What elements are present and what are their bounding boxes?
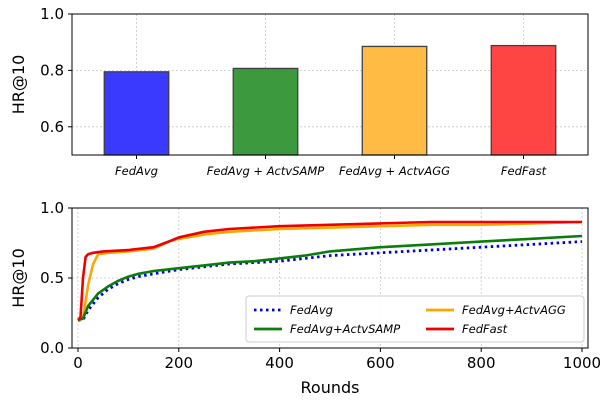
bar-0 <box>103 71 170 156</box>
bar-3 <box>490 44 557 156</box>
bar-panel: 0.6 0.8 1.0 FedAvg FedAvg + ActvSAMP FedAvg +… <box>9 5 589 178</box>
bar-ytick-label-0: 0.6 <box>40 118 64 136</box>
bar-ytick-label-2: 1.0 <box>40 5 64 23</box>
line-ytick-label-1: 0.5 <box>40 269 64 287</box>
line-xtick-label-2: 400 <box>265 354 294 372</box>
line-panel: 0 200 400 600 800 1000 0.0 0.5 1.0 Rounds HR@10 Fed… <box>9 199 601 397</box>
bar-ytick-label-1: 0.8 <box>40 61 64 79</box>
legend-box <box>245 295 585 343</box>
bar-1 <box>232 67 299 156</box>
legend-label-0: FedAvg <box>290 303 333 317</box>
line-xlabel: Rounds <box>301 378 360 397</box>
bar-ylabel: HR@10 <box>9 55 28 115</box>
series-line-2 <box>77 234 583 322</box>
line-xtick-label-4: 800 <box>467 354 496 372</box>
bar-category-label-1: FedAvg + ActvSAMP <box>207 164 325 178</box>
bar-category-label-2: FedAvg + ActvAGG <box>339 164 450 178</box>
legend-label-1: FedAvg+ActvAGG <box>462 303 566 317</box>
bar-category-label-3: FedFast <box>501 164 547 178</box>
line-xtick-label-0: 0 <box>73 354 83 372</box>
legend-label-2: FedAvg+ActvSAMP <box>290 322 400 336</box>
legend: FedAvg FedAvg+ActvSAMP FedAvg+ActvAGG FedFa… <box>245 295 585 343</box>
line-xtick-label-3: 600 <box>366 354 395 372</box>
bar-axes-frame <box>71 13 589 156</box>
legend-label-3: FedFast <box>462 322 508 336</box>
line-xtick-label-5: 1000 <box>563 354 601 372</box>
line-ylabel: HR@10 <box>9 248 28 308</box>
line-ytick-label-2: 1.0 <box>40 199 64 217</box>
series-line-3 <box>77 220 582 321</box>
line-xtick-label-1: 200 <box>164 354 193 372</box>
series-line-0 <box>78 240 583 322</box>
line-ytick-label-0: 0.0 <box>40 339 64 357</box>
bar-category-label-0: FedAvg <box>115 164 158 178</box>
bar-2 <box>361 45 428 156</box>
